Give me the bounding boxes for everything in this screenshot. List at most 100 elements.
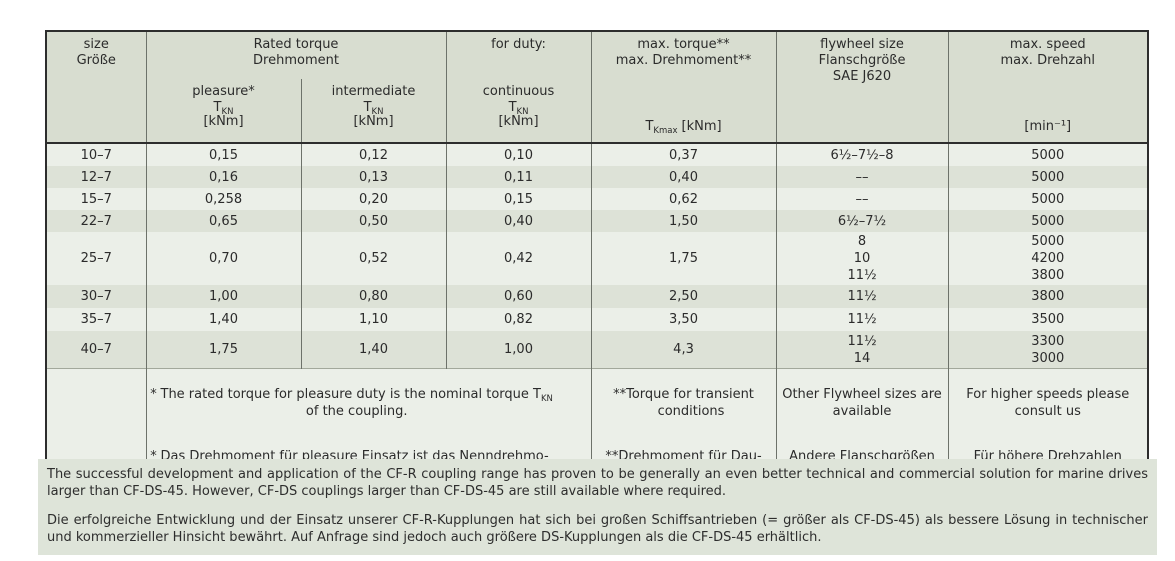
table-row: 25–7 0,70 0,52 0,42 1,75 8 10 11½ 5000 4… <box>45 232 1149 285</box>
header-rated-torque-label: Rated torque Drehmoment <box>253 37 339 68</box>
cell-max-torque: 1,75 <box>590 232 777 285</box>
footnote-marker: * <box>150 449 157 464</box>
tkn-base: T <box>508 100 517 115</box>
header-tkmax-unit: TKmax [kNm] <box>592 119 776 135</box>
cell-size: 30–7 <box>45 285 146 308</box>
cell-flywheel: 6½–7½ <box>775 210 949 232</box>
header-flywheel-label: flywheel size Flanschgröße SAE J620 <box>818 37 906 84</box>
tkn-base: T <box>213 100 222 115</box>
cell-flywheel: 8 10 11½ <box>775 232 949 285</box>
header-pleasure-tkn: TKN <box>149 100 299 117</box>
tkn-base: T <box>363 100 372 115</box>
header-max-torque-label: max. torque** max. Drehmoment** <box>615 37 752 68</box>
tkn-subscript: KN <box>516 107 529 117</box>
header-row-sub: pleasure* TKN [kNm] intermediate TKN [kN… <box>46 79 1148 144</box>
header-continuous: continuous TKN [kNm] <box>445 79 592 144</box>
table-row: 12–7 0,16 0,13 0,11 0,40 –– 5000 <box>45 166 1149 188</box>
tkmax-knm-unit: [kNm] <box>681 119 722 134</box>
cell-continuous: 0,11 <box>445 166 592 188</box>
header-continuous-tkn: TKN <box>449 100 589 117</box>
cell-max-torque: 0,40 <box>590 166 777 188</box>
header-for-duty-label: for duty: <box>491 37 546 52</box>
header-intermediate-label: intermediate <box>331 84 416 99</box>
cell-pleasure: 1,40 <box>145 308 301 331</box>
header-pleasure-unit: [kNm] <box>203 114 244 129</box>
cell-size: 25–7 <box>45 232 146 285</box>
tkn-subscript: KN <box>371 107 384 117</box>
footnote-marker: * <box>150 387 157 402</box>
footnote-torque-en: **Torque for transient conditions <box>613 387 754 419</box>
cell-max-speed: 3300 3000 <box>947 331 1149 369</box>
cell-max-speed: 5000 <box>947 188 1149 210</box>
cell-size: 40–7 <box>45 331 146 369</box>
cell-intermediate: 1,40 <box>300 331 447 369</box>
cell-pleasure: 0,65 <box>145 210 301 232</box>
header-speed-unit: [min⁻¹] <box>1024 119 1072 134</box>
cell-flywheel: 11½ <box>775 285 949 308</box>
tkn-subscript: KN <box>540 394 553 404</box>
cell-max-speed: 3500 <box>947 308 1149 331</box>
header-continuous-label: continuous <box>482 84 555 99</box>
cell-pleasure: 0,70 <box>145 232 301 285</box>
note-english: The successful development and applicati… <box>47 467 1148 499</box>
header-intermediate-tkn: TKN <box>304 100 444 117</box>
header-size-label: size Größe <box>76 37 116 68</box>
cell-continuous: 0,42 <box>445 232 592 285</box>
table-header: size Größe Rated torque Drehmoment for d… <box>45 31 1149 144</box>
cell-max-torque: 2,50 <box>590 285 777 308</box>
table-row: 35–7 1,40 1,10 0,82 3,50 11½ 3500 <box>45 308 1149 331</box>
cell-size: 22–7 <box>45 210 146 232</box>
footnote-flywheel-en: Other Flywheel sizes are available <box>782 387 942 419</box>
cell-flywheel: 11½ <box>775 308 949 331</box>
header-for-duty: for duty: <box>445 31 592 79</box>
header-intermediate: intermediate TKN [kNm] <box>300 79 447 144</box>
cell-intermediate: 0,13 <box>300 166 447 188</box>
cell-continuous: 0,15 <box>445 188 592 210</box>
header-max-speed: max. speed max. Drehzahl [min⁻¹] <box>947 31 1149 144</box>
table-body: 10–7 0,15 0,12 0,10 0,37 6½–7½–8 5000 12… <box>45 143 1149 511</box>
cell-max-speed: 5000 <box>947 166 1149 188</box>
footnote-speed-en: For higher speeds please consult us <box>966 387 1130 419</box>
tkmax-base: T <box>645 119 654 134</box>
cell-pleasure: 1,00 <box>145 285 301 308</box>
cell-flywheel: 6½–7½–8 <box>775 143 949 166</box>
cell-pleasure: 0,15 <box>145 143 301 166</box>
footnote-text: The rated torque for pleasure duty is th… <box>161 386 553 420</box>
tkn-subscript: KN <box>221 107 234 117</box>
cell-size: 10–7 <box>45 143 146 166</box>
cell-max-torque: 0,37 <box>590 143 777 166</box>
table-row: 40–7 1,75 1,40 1,00 4,3 11½ 14 3300 3000 <box>45 331 1149 369</box>
cell-max-speed: 5000 <box>947 143 1149 166</box>
header-rated-torque: Rated torque Drehmoment <box>145 31 447 79</box>
cell-pleasure: 1,75 <box>145 331 301 369</box>
notes-block: The successful development and applicati… <box>38 459 1157 555</box>
header-continuous-unit: [kNm] <box>498 114 539 129</box>
cell-max-speed: 3800 <box>947 285 1149 308</box>
header-size: size Größe <box>45 31 146 144</box>
table-row: 10–7 0,15 0,12 0,10 0,37 6½–7½–8 5000 <box>45 143 1149 166</box>
cell-intermediate: 0,52 <box>300 232 447 285</box>
cell-flywheel: 11½ 14 <box>775 331 949 369</box>
header-pleasure-label: pleasure* <box>192 84 255 99</box>
cell-pleasure: 0,258 <box>145 188 301 210</box>
table-row: 22–7 0,65 0,50 0,40 1,50 6½–7½ 5000 <box>45 210 1149 232</box>
cell-continuous: 1,00 <box>445 331 592 369</box>
footnote-rated-en: * The rated torque for pleasure duty is … <box>147 386 591 420</box>
table-row: 15–7 0,258 0,20 0,15 0,62 –– 5000 <box>45 188 1149 210</box>
cell-continuous: 0,40 <box>445 210 592 232</box>
cell-intermediate: 1,10 <box>300 308 447 331</box>
header-max-speed-label: max. speed max. Drehzahl <box>1000 37 1096 68</box>
cell-max-torque: 0,62 <box>590 188 777 210</box>
cell-max-speed: 5000 4200 3800 <box>947 232 1149 285</box>
footnote-segment: of the coupling. <box>305 404 408 419</box>
cell-size: 35–7 <box>45 308 146 331</box>
coupling-spec-table: size Größe Rated torque Drehmoment for d… <box>45 30 1150 512</box>
header-intermediate-unit: [kNm] <box>353 114 394 129</box>
cell-max-torque: 4,3 <box>590 331 777 369</box>
cell-intermediate: 0,12 <box>300 143 447 166</box>
cell-flywheel: –– <box>775 166 949 188</box>
header-flywheel-size: flywheel size Flanschgröße SAE J620 <box>775 31 949 144</box>
cell-max-torque: 1,50 <box>590 210 777 232</box>
header-pleasure: pleasure* TKN [kNm] <box>145 79 301 144</box>
